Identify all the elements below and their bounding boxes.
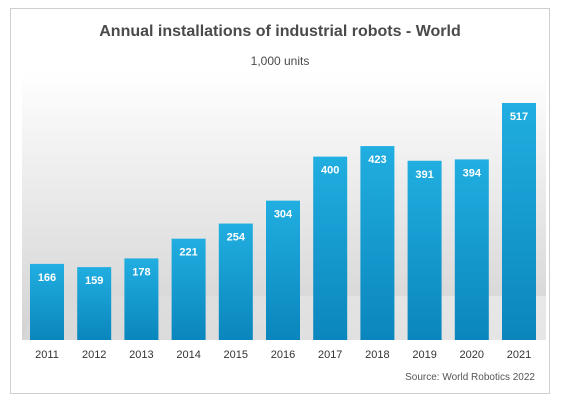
x-tick-label: 2016 (271, 349, 295, 361)
chart-subtitle: 1,000 units (250, 54, 310, 68)
bar-value-label: 391 (415, 169, 433, 181)
bar-2021 (502, 103, 536, 340)
bar-value-label: 400 (321, 165, 339, 177)
bar-value-label: 178 (132, 266, 150, 278)
x-tick-label: 2021 (507, 349, 531, 361)
bar-labels-group: 166 159 178 221 254 304 400 423 391 394 517 (38, 111, 528, 287)
x-tick-label: 2020 (460, 349, 484, 361)
x-tick-label: 2014 (176, 349, 200, 361)
x-tick-label: 2012 (82, 349, 106, 361)
bar-value-label: 159 (85, 275, 103, 287)
x-tick-label: 2011 (35, 349, 59, 361)
bar-2020 (454, 159, 489, 340)
bar-2019 (407, 160, 442, 340)
bar-value-label: 423 (368, 154, 386, 166)
bar-2018 (360, 146, 395, 340)
bar-value-label: 394 (463, 167, 482, 179)
bar-value-label: 221 (179, 247, 197, 259)
x-tick-label: 2019 (412, 349, 436, 361)
bar-2012 (77, 267, 112, 340)
bar-2016 (266, 200, 300, 340)
bars-group (30, 103, 536, 340)
x-tick-label: 2017 (318, 349, 342, 361)
bar-value-label: 166 (38, 272, 56, 284)
chart-source: Source: World Robotics 2022 (405, 372, 535, 383)
bar-value-label: 517 (510, 111, 528, 123)
x-tick-label: 2013 (129, 349, 153, 361)
bar-value-label: 254 (227, 232, 246, 244)
bar-2017 (313, 156, 348, 340)
bar-2013 (124, 258, 159, 340)
bar-2014 (171, 238, 206, 340)
x-tick-label: 2018 (365, 349, 389, 361)
bar-2011 (30, 263, 64, 340)
x-tick-label: 2015 (224, 349, 248, 361)
x-tick-labels-group: 2011 2012 2013 2014 2015 2016 2017 2018 2019 2020… (35, 349, 531, 361)
bar-2015 (218, 223, 253, 340)
bar-value-label: 304 (274, 209, 293, 221)
chart-title: Annual installations of industrial robot… (99, 23, 461, 40)
